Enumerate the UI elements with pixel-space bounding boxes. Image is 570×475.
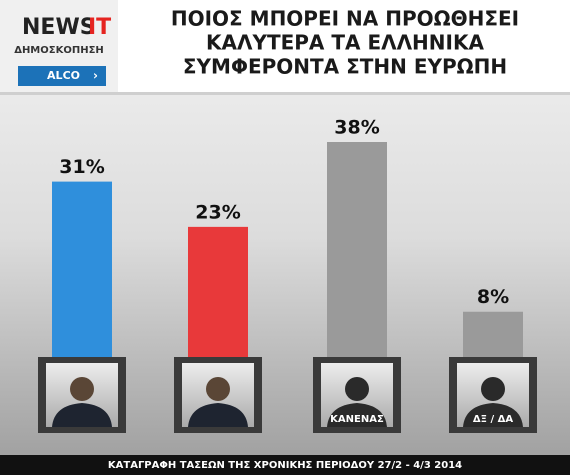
logo-suffix: IT [88, 15, 111, 40]
logo-source: ALCO [47, 69, 80, 82]
value-label: 31% [59, 156, 104, 178]
silhouette-head [70, 377, 94, 401]
silhouette-head [345, 377, 369, 401]
silhouette-body [327, 403, 387, 427]
chart-title: ΚΑΛΥΤΕΡΑ ΤΑ ΕΛΛΗΝΙΚΑ [206, 31, 484, 55]
bar [188, 226, 248, 357]
silhouette-body [188, 403, 248, 427]
value-label: 23% [195, 201, 240, 223]
silhouette-body [463, 403, 523, 427]
logo-source-band [18, 66, 106, 86]
chart-title: ΣΥΜΦΕΡΟΝΤΑ ΣΤΗΝ ΕΥΡΩΠΗ [183, 55, 507, 79]
header-edge [0, 92, 570, 95]
bar [327, 142, 387, 357]
silhouette-body [52, 403, 112, 427]
value-label: 38% [334, 117, 379, 139]
bar [52, 181, 112, 357]
bar [463, 311, 523, 357]
chart-title: ΠΟΙΟΣ ΜΠΟΡΕΙ ΝΑ ΠΡΟΩΘΗΣΕΙ [171, 7, 519, 31]
footer-band [0, 455, 570, 475]
logo-brand: NEWS [22, 15, 96, 40]
x-tick-label: ΔΞ / ΔΑ [473, 414, 513, 425]
footer-note: ΚΑΤΑΓΡΑΦΗ ΤΑΣΕΩΝ ΤΗΣ ΧΡΟΝΙΚΗΣ ΠΕΡΙΟΔΟΥ 2… [108, 460, 462, 471]
logo-arrow: › [93, 69, 98, 83]
logo-subtitle: ΔΗΜΟΣΚΟΠΗΣΗ [14, 45, 104, 56]
silhouette-head [206, 377, 230, 401]
x-tick-label: ΚΑΝΕΝΑΣ [330, 414, 384, 425]
value-label: 8% [477, 286, 509, 308]
silhouette-head [481, 377, 505, 401]
